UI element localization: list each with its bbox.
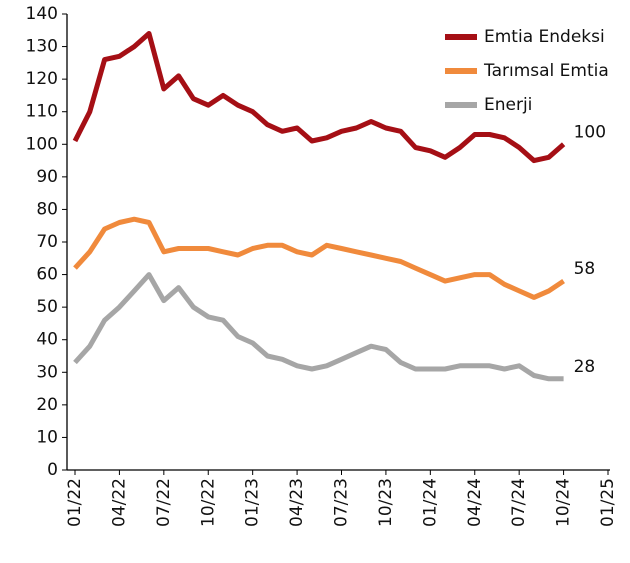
y-tick-label: 140 <box>26 4 58 24</box>
y-tick-label: 0 <box>47 460 58 480</box>
series-line <box>73 272 564 382</box>
y-tick-label: 30 <box>36 362 58 382</box>
legend-label: Enerji <box>484 95 532 115</box>
legend-label: Tarımsal Emtia <box>483 61 609 81</box>
x-tick-label: 01/25 <box>598 478 618 527</box>
y-tick-label: 10 <box>36 427 58 447</box>
y-tick-label: 100 <box>26 134 58 154</box>
end-label: 100 <box>574 122 606 142</box>
y-tick-label: 60 <box>36 265 58 285</box>
series-line <box>72 31 566 164</box>
x-tick-label: 10/22 <box>198 478 218 527</box>
x-tick-label: 10/24 <box>554 478 574 527</box>
end-label: 58 <box>574 259 596 279</box>
x-tick-label: 04/22 <box>109 478 129 527</box>
legend-label: Emtia Endeksi <box>484 27 605 47</box>
x-tick-label: 01/22 <box>65 478 85 527</box>
x-tick-label: 04/24 <box>465 478 485 527</box>
y-tick-label: 90 <box>36 167 58 187</box>
y-tick-label: 70 <box>36 232 58 252</box>
y-tick-label: 110 <box>26 102 58 122</box>
y-tick-label: 50 <box>36 297 58 317</box>
y-tick-label: 80 <box>36 199 58 219</box>
x-tick-label: 01/23 <box>243 478 263 527</box>
x-tick-label: 07/22 <box>154 478 174 527</box>
y-tick-label: 120 <box>26 69 58 89</box>
x-tick-label: 04/23 <box>287 478 307 527</box>
x-tick-label: 10/23 <box>376 478 396 527</box>
y-tick-label: 130 <box>26 37 58 57</box>
y-tick-label: 20 <box>36 395 58 415</box>
x-tick-label: 07/23 <box>332 478 352 527</box>
series-line <box>73 216 565 300</box>
y-tick-label: 40 <box>36 330 58 350</box>
x-tick-label: 01/24 <box>420 478 440 527</box>
x-tick-label: 07/24 <box>509 478 529 527</box>
end-label: 28 <box>574 357 596 377</box>
